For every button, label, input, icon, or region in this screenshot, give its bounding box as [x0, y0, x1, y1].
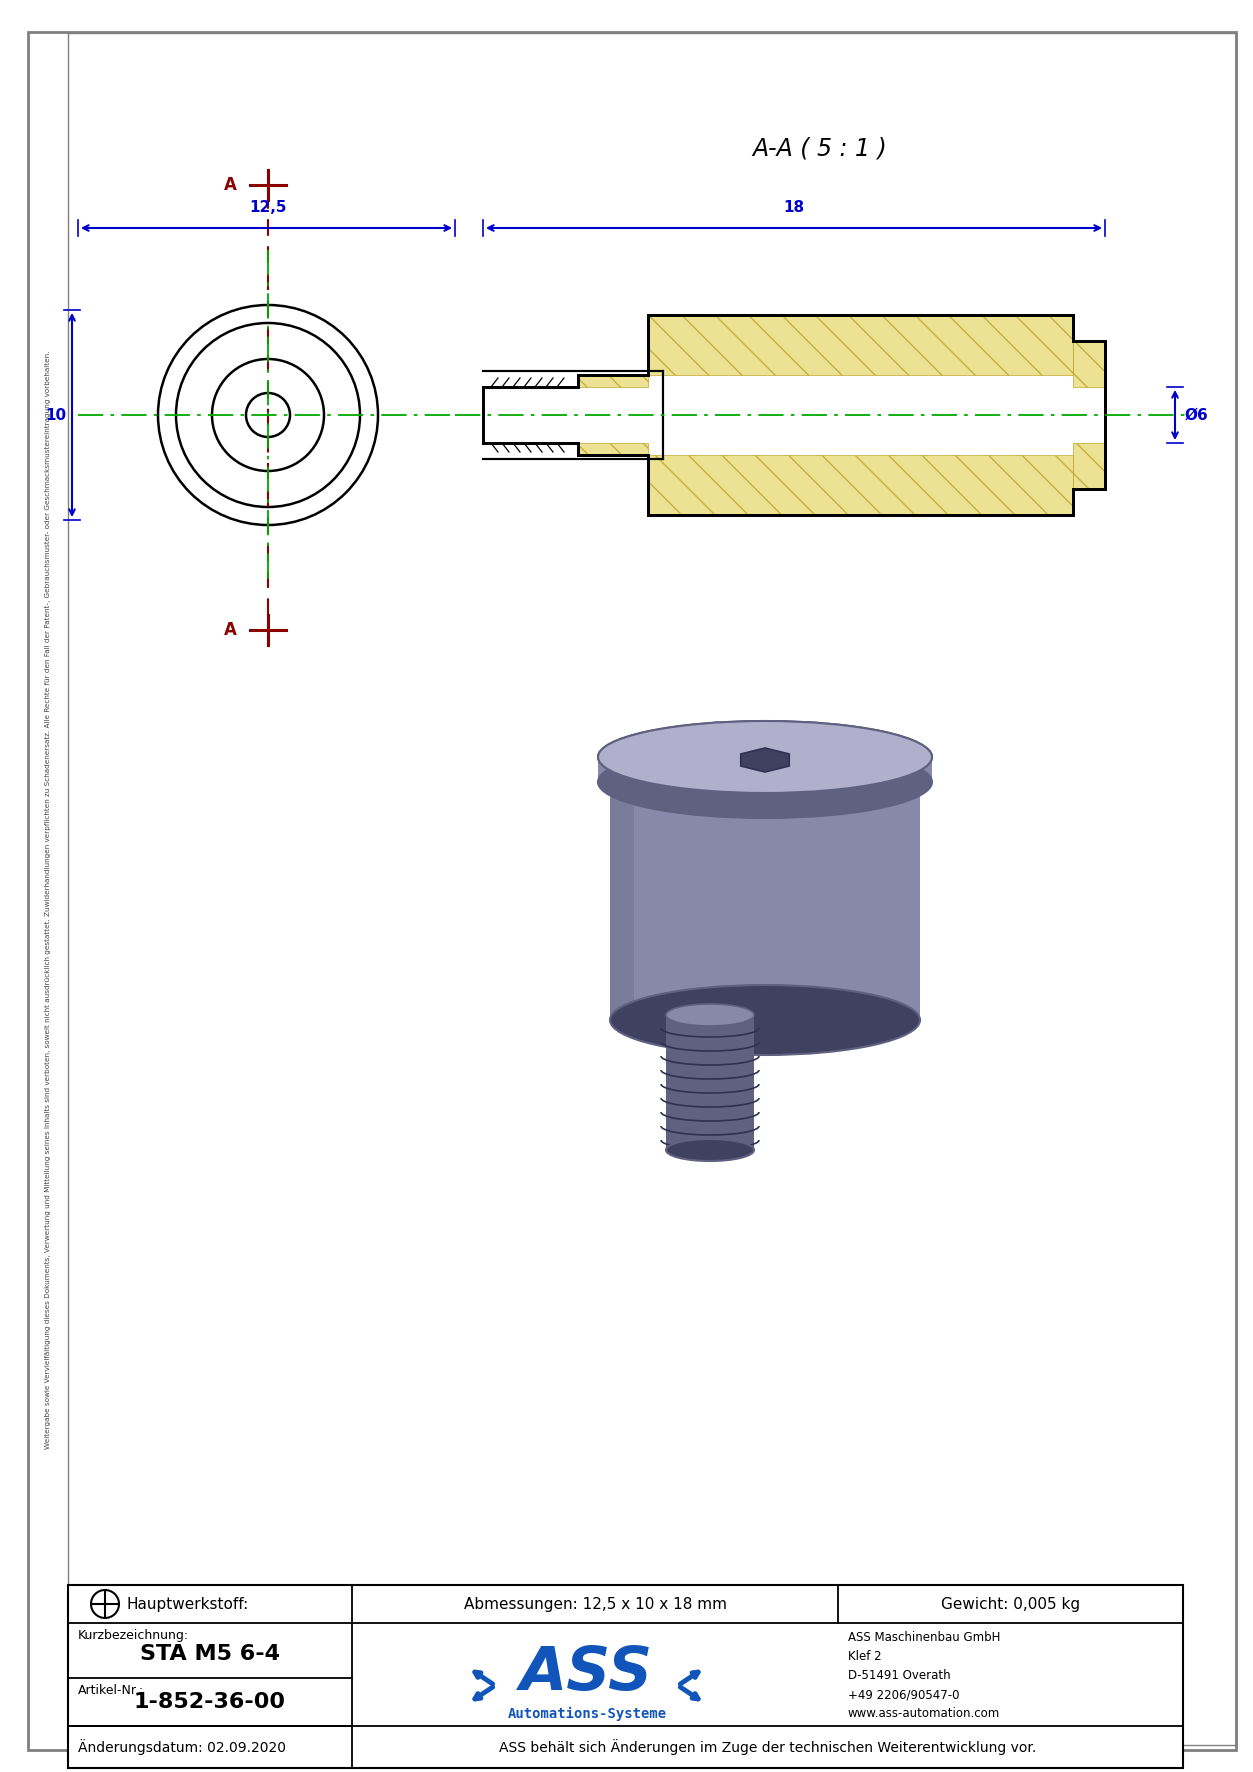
Text: A-A ( 5 : 1 ): A-A ( 5 : 1 ) — [753, 136, 887, 159]
Text: 18: 18 — [783, 200, 804, 214]
Bar — [667, 1015, 754, 1150]
Ellipse shape — [667, 1005, 754, 1026]
Text: Automations-Systeme: Automations-Systeme — [507, 1706, 667, 1721]
Text: Ø6: Ø6 — [1185, 408, 1209, 422]
Bar — [634, 760, 647, 1021]
Bar — [647, 760, 658, 1021]
Ellipse shape — [598, 721, 932, 794]
Text: www.ass-automation.com: www.ass-automation.com — [848, 1706, 1000, 1721]
Polygon shape — [1073, 340, 1105, 386]
Polygon shape — [1073, 443, 1105, 489]
Text: STA M5 6-4: STA M5 6-4 — [140, 1643, 279, 1664]
Polygon shape — [741, 748, 789, 773]
Polygon shape — [578, 376, 648, 386]
Ellipse shape — [598, 721, 932, 794]
Text: Abmessungen: 12,5 x 10 x 18 mm: Abmessungen: 12,5 x 10 x 18 mm — [464, 1597, 727, 1611]
Text: 1-852-36-00: 1-852-36-00 — [134, 1692, 286, 1712]
Text: 10: 10 — [45, 408, 66, 422]
Bar — [658, 760, 670, 1021]
Text: ASS: ASS — [520, 1644, 654, 1703]
Text: Hauptwerkstoff:: Hauptwerkstoff: — [127, 1597, 249, 1611]
Ellipse shape — [610, 985, 920, 1054]
Text: Gewicht: 0,005 kg: Gewicht: 0,005 kg — [941, 1597, 1080, 1611]
Text: Weitergabe sowie Vervielfältigung dieses Dokuments, Verwertung und Mitteilung se: Weitergabe sowie Vervielfältigung dieses… — [45, 351, 51, 1449]
Text: ASS behält sich Änderungen im Zuge der technischen Weiterentwicklung vor.: ASS behält sich Änderungen im Zuge der t… — [499, 1738, 1036, 1754]
Text: Kurzbezeichnung:: Kurzbezeichnung: — [78, 1628, 189, 1643]
Polygon shape — [648, 455, 1073, 516]
Bar — [610, 760, 920, 1021]
Text: D-51491 Overath: D-51491 Overath — [848, 1669, 951, 1682]
Ellipse shape — [667, 1139, 754, 1161]
Text: A: A — [223, 620, 237, 640]
Text: A: A — [223, 175, 237, 193]
Ellipse shape — [610, 725, 920, 796]
Text: Artikel-Nr.:: Artikel-Nr.: — [78, 1683, 144, 1698]
Polygon shape — [648, 315, 1073, 376]
Text: +49 2206/90547-0: +49 2206/90547-0 — [848, 1689, 960, 1701]
Bar — [610, 760, 621, 1021]
Text: ASS Maschinenbau GmbH: ASS Maschinenbau GmbH — [848, 1630, 1000, 1644]
Text: 12,5: 12,5 — [249, 200, 287, 214]
Polygon shape — [578, 443, 648, 455]
Text: Änderungsdatum: 02.09.2020: Änderungsdatum: 02.09.2020 — [78, 1738, 286, 1754]
Bar — [598, 757, 932, 781]
Ellipse shape — [598, 746, 932, 819]
Bar — [621, 760, 634, 1021]
Text: Klef 2: Klef 2 — [848, 1650, 882, 1662]
Bar — [68, 1584, 1183, 1768]
